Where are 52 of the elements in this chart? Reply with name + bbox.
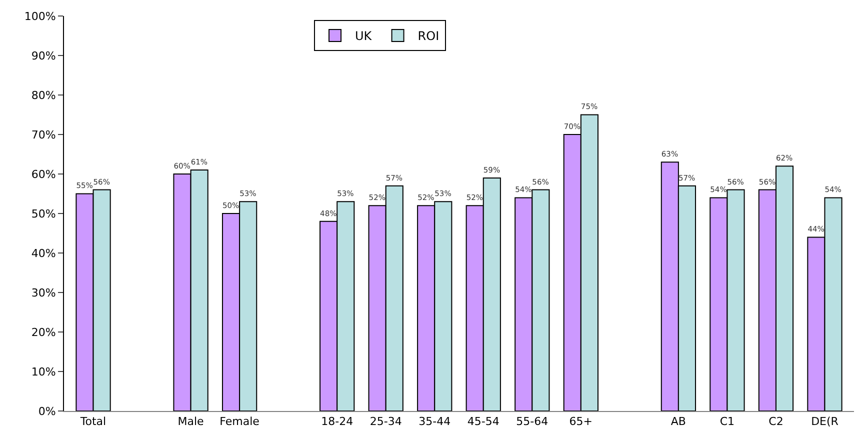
data-label: 54% xyxy=(515,185,532,194)
legend-label: ROI xyxy=(418,29,440,44)
y-tick-label: 20% xyxy=(31,326,56,339)
x-tick-label: Total xyxy=(79,415,106,428)
data-label: 63% xyxy=(661,150,678,159)
x-tick-label: DE(R xyxy=(811,415,839,428)
data-label: 53% xyxy=(434,189,452,198)
data-label: 57% xyxy=(386,173,403,182)
y-tick-label: 10% xyxy=(31,365,56,378)
data-label: 52% xyxy=(418,193,434,202)
data-label: 52% xyxy=(368,193,386,202)
data-label: 48% xyxy=(320,208,337,218)
y-tick-label: 100% xyxy=(24,10,56,23)
legend-label: UK xyxy=(355,29,373,44)
data-label: 61% xyxy=(190,158,208,167)
x-tick-label: 45-54 xyxy=(467,415,500,428)
data-label: 54% xyxy=(824,185,842,194)
data-label: 75% xyxy=(580,102,598,112)
y-tick-label: 60% xyxy=(31,168,56,181)
data-label: 53% xyxy=(337,189,354,198)
data-label: 44% xyxy=(808,224,824,234)
x-tick-label: AB xyxy=(670,415,686,428)
data-label: 60% xyxy=(174,161,190,170)
y-tick-label: 50% xyxy=(31,207,56,220)
data-label: 56% xyxy=(93,177,110,186)
data-label: 56% xyxy=(727,177,744,186)
x-tick-label: C2 xyxy=(768,415,784,428)
data-label: 62% xyxy=(776,154,793,163)
y-tick-label: 40% xyxy=(31,246,56,260)
data-label: 55% xyxy=(76,181,93,190)
data-label: 54% xyxy=(710,185,727,194)
data-label: 59% xyxy=(483,165,500,174)
x-tick-label: 25-34 xyxy=(370,415,402,428)
x-tick-label: C1 xyxy=(720,415,735,428)
x-tick-label: 55-64 xyxy=(516,415,548,428)
data-label: 57% xyxy=(678,173,696,182)
data-label: 56% xyxy=(532,177,549,186)
data-label: 53% xyxy=(240,189,256,198)
data-label: 50% xyxy=(222,200,240,210)
y-tick-label: 90% xyxy=(31,49,56,62)
x-tick-label: Female xyxy=(220,415,260,428)
x-tick-label: 65+ xyxy=(569,415,593,428)
y-tick-label: 0% xyxy=(38,404,56,418)
data-label: 52% xyxy=(466,193,483,202)
y-tick-label: 80% xyxy=(31,88,56,102)
data-label: 70% xyxy=(564,122,581,131)
x-tick-label: 35-44 xyxy=(418,415,451,428)
y-tick-label: 30% xyxy=(31,286,56,300)
x-tick-label: Male xyxy=(178,415,204,428)
data-label: 56% xyxy=(758,177,776,186)
y-tick-label: 70% xyxy=(31,128,56,142)
x-tick-label: 18-24 xyxy=(321,415,354,428)
